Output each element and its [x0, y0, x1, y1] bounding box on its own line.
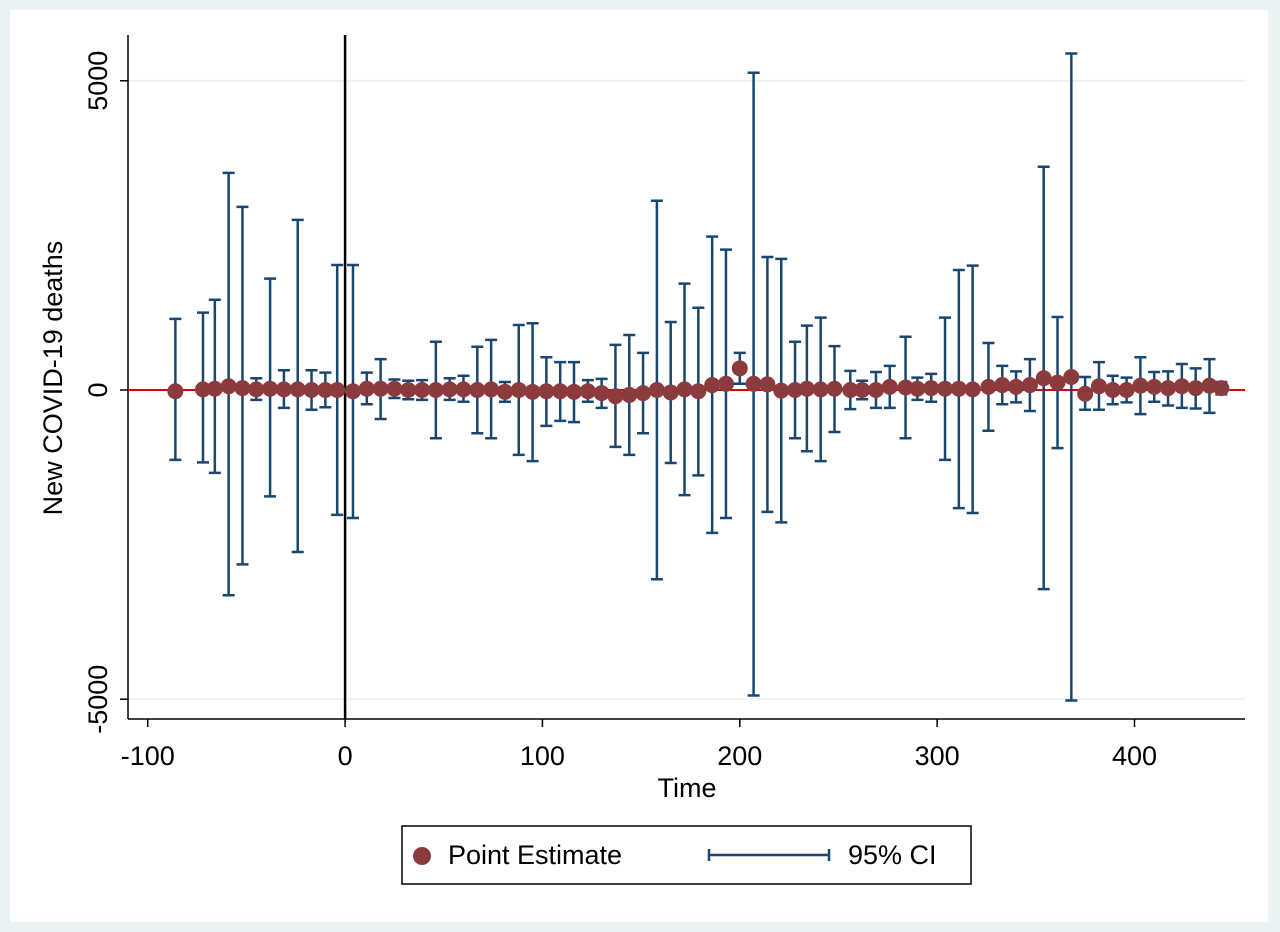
point-estimate: [303, 381, 320, 398]
point-estimate: [1090, 378, 1107, 395]
point-estimate: [1008, 378, 1025, 395]
point-estimate: [909, 380, 926, 397]
point-estimate: [731, 360, 748, 377]
point-estimate: [248, 381, 265, 398]
point-estimate: [1021, 377, 1038, 394]
point-estimate: [950, 380, 967, 397]
point-estimate: [1160, 380, 1177, 397]
point-estimate: [1213, 380, 1230, 397]
point-estimate: [344, 383, 361, 400]
point-estimate: [759, 376, 776, 393]
point-estimate: [842, 381, 859, 398]
legend-label: 95% CI: [848, 840, 937, 870]
point-estimate: [220, 378, 237, 395]
point-estimate: [483, 381, 500, 398]
point-estimate: [317, 381, 334, 398]
point-estimate: [538, 383, 555, 400]
point-estimate: [1146, 378, 1163, 395]
point-estimate: [662, 384, 679, 401]
point-estimate: [923, 380, 940, 397]
point-estimate: [275, 381, 292, 398]
point-estimate: [1063, 369, 1080, 385]
point-estimate: [812, 381, 829, 398]
point-estimate: [400, 381, 417, 398]
point-estimate: [690, 383, 707, 400]
point-estimate: [496, 383, 513, 400]
legend-marker: [413, 847, 431, 865]
y-tick-label: 0: [83, 382, 113, 397]
x-tick-label: 0: [338, 741, 353, 771]
point-estimate: [897, 379, 914, 396]
x-tick-label: 200: [717, 741, 762, 771]
point-estimate: [964, 381, 981, 398]
x-tick-label: 100: [520, 741, 565, 771]
point-estimate: [1049, 374, 1066, 391]
point-estimate: [206, 380, 223, 397]
point-estimate: [455, 381, 472, 398]
point-estimate: [510, 381, 527, 398]
point-estimate: [826, 380, 843, 397]
x-tick-label: 400: [1112, 741, 1157, 771]
point-estimate: [234, 380, 251, 397]
point-estimate: [1173, 378, 1190, 395]
point-estimate: [621, 386, 638, 403]
point-estimate: [607, 388, 624, 405]
point-estimate: [524, 383, 541, 400]
point-estimate: [441, 381, 458, 398]
point-estimate: [867, 381, 884, 398]
y-tick-label: 5000: [83, 51, 113, 111]
point-estimate: [386, 380, 403, 397]
point-estimate: [427, 381, 444, 398]
point-estimate: [745, 375, 762, 392]
point-estimate: [787, 381, 804, 398]
point-estimate: [414, 381, 431, 398]
point-estimate: [552, 383, 569, 400]
legend: [401, 825, 972, 885]
point-estimate: [704, 377, 721, 394]
legend-marker: [707, 849, 831, 861]
point-estimate: [1187, 380, 1204, 397]
point-estimate: [167, 383, 184, 400]
point-estimate: [593, 385, 610, 402]
point-estimate: [1035, 370, 1052, 387]
point-estimate: [854, 381, 871, 398]
point-estimate: [1077, 385, 1094, 402]
x-tick-label: -100: [121, 741, 175, 771]
point-estimate: [358, 380, 375, 397]
point-estimate: [773, 382, 790, 399]
point-estimate: [717, 375, 734, 392]
point-estimate: [980, 378, 997, 395]
point-estimate: [881, 378, 898, 395]
point-estimate: [1118, 381, 1135, 398]
point-estimate: [676, 381, 693, 398]
point-estimate: [635, 385, 652, 402]
y-axis-title: New COVID-19 deaths: [38, 241, 68, 516]
point-estimate: [579, 383, 596, 400]
point-estimate: [329, 381, 346, 398]
point-estimate: [262, 380, 279, 397]
point-estimate: [1104, 381, 1121, 398]
x-tick-label: 300: [915, 741, 960, 771]
point-estimate: [648, 381, 665, 398]
point-estimate: [798, 380, 815, 397]
point-estimate: [1132, 377, 1149, 394]
point-estimate: [994, 377, 1011, 394]
legend-label: Point Estimate: [448, 840, 622, 870]
point-estimate: [937, 380, 954, 397]
point-estimate: [289, 381, 306, 398]
x-axis-title: Time: [658, 773, 717, 803]
point-estimate: [469, 381, 486, 398]
y-tick-label: -5000: [83, 665, 113, 734]
point-estimate: [372, 380, 389, 397]
point-estimate: [566, 383, 583, 400]
point-estimate: [194, 381, 211, 398]
